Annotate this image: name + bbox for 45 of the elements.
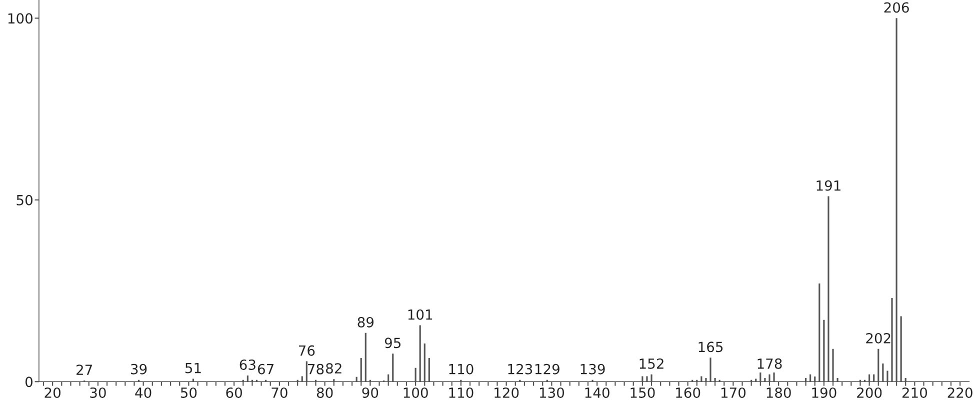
- x-tick-label: 170: [721, 387, 746, 398]
- annotation: 39: [131, 364, 147, 374]
- annotation: 191: [816, 180, 840, 191]
- annotation: 76: [298, 345, 315, 356]
- annotation: 202: [866, 332, 890, 344]
- x-tick-label: 130: [540, 387, 564, 398]
- annotation: 139: [580, 364, 605, 374]
- x-tick-label: 70: [272, 387, 288, 398]
- annotation: 123: [508, 364, 532, 374]
- x-tick-label: 100: [404, 387, 428, 398]
- x-tick-label: 110: [449, 387, 474, 398]
- x-tick-label: 50: [180, 387, 197, 398]
- x-tick-label: 190: [812, 387, 836, 398]
- y-tick-label: 50: [16, 194, 32, 206]
- annotation: 206: [884, 2, 909, 13]
- x-tick-label: 60: [226, 387, 242, 398]
- annotation: 129: [535, 364, 560, 374]
- x-tick-label: 20: [44, 387, 60, 398]
- x-tick-label: 80: [316, 387, 333, 398]
- annotation: 152: [640, 358, 664, 369]
- y-tick-label: 0: [25, 376, 32, 388]
- annotation: 51: [185, 362, 201, 374]
- x-tick-label: 200: [857, 387, 882, 398]
- x-tick-label: 40: [135, 387, 152, 398]
- annotation: 165: [698, 342, 723, 352]
- x-tick-label: 30: [90, 387, 106, 398]
- annotation: 178: [758, 358, 782, 369]
- annotation: 63: [240, 359, 256, 370]
- annotation: 82: [326, 363, 342, 374]
- annotation: 110: [449, 364, 474, 374]
- annotation: 101: [408, 309, 432, 320]
- x-tick-label: 120: [494, 387, 519, 398]
- y-tick-label: 100: [8, 13, 32, 24]
- x-tick-label: 220: [948, 387, 972, 398]
- x-tick-label: 150: [630, 387, 655, 398]
- annotation: 89: [358, 316, 374, 328]
- x-tick-label: 180: [766, 387, 791, 398]
- annotation: 27: [76, 364, 92, 375]
- annotation: 78: [308, 364, 324, 374]
- x-tick-label: 210: [902, 387, 928, 398]
- x-tick-label: 160: [676, 387, 700, 398]
- annotation: 67: [258, 364, 274, 374]
- annotation: 95: [384, 338, 400, 348]
- x-tick-label: 90: [362, 387, 378, 398]
- x-tick-label: 140: [585, 387, 610, 398]
